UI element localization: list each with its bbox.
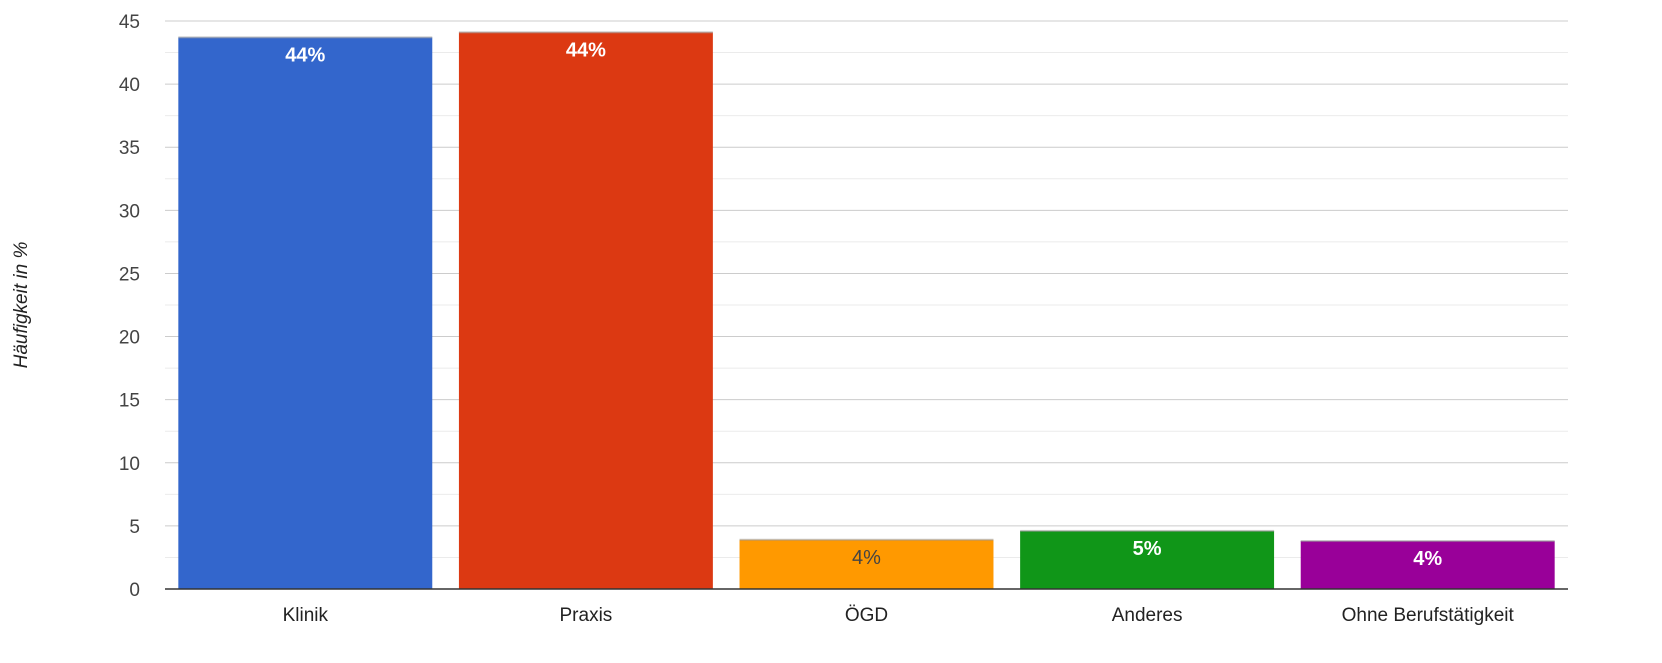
bar-top-edge	[1020, 529, 1275, 532]
bar-klinik[interactable]	[178, 37, 433, 590]
bars	[178, 31, 1555, 590]
y-tick-label: 40	[119, 75, 140, 96]
x-category-label: Anderes	[1112, 605, 1183, 626]
bar-ohne-berufstätigkeit[interactable]	[1300, 541, 1555, 589]
bar-ögd[interactable]	[739, 539, 994, 589]
y-tick-label: 25	[119, 264, 140, 285]
y-tick-label: 45	[119, 12, 140, 33]
x-category-label: Ohne Berufstätigkeit	[1342, 605, 1515, 626]
y-tick-label: 15	[119, 391, 140, 412]
data-label: 44%	[285, 44, 325, 66]
y-tick-label: 10	[119, 454, 140, 475]
bar-praxis[interactable]	[458, 32, 713, 590]
bar-top-edge	[1300, 540, 1555, 543]
y-axis-ticks: 0 5 10 15 20 25 30 35 40 45	[119, 12, 140, 601]
bar-top-edge	[178, 36, 433, 39]
x-category-label: ÖGD	[845, 605, 888, 626]
y-tick-label: 30	[119, 201, 140, 222]
bar-anderes[interactable]	[1020, 530, 1275, 589]
data-label: 5%	[1133, 538, 1162, 560]
y-tick-label: 5	[129, 517, 140, 538]
data-label: 44%	[566, 39, 606, 61]
bar-top-edge	[458, 31, 713, 34]
x-category-label: Klinik	[283, 605, 329, 626]
bar-top-edge	[739, 538, 994, 541]
x-category-label: Praxis	[560, 605, 613, 626]
x-axis-categories: Klinik Praxis ÖGD Anderes Ohne Berufstätigke…	[283, 605, 1515, 626]
data-label: 4%	[852, 547, 881, 569]
y-tick-label: 0	[129, 580, 140, 601]
y-tick-label: 35	[119, 138, 140, 159]
data-labels: 44% 44% 4% 5% 4%	[285, 39, 1442, 570]
y-axis-title: Häufigkeit in %	[11, 242, 32, 369]
data-label: 4%	[1413, 548, 1442, 570]
y-tick-label: 20	[119, 328, 140, 349]
